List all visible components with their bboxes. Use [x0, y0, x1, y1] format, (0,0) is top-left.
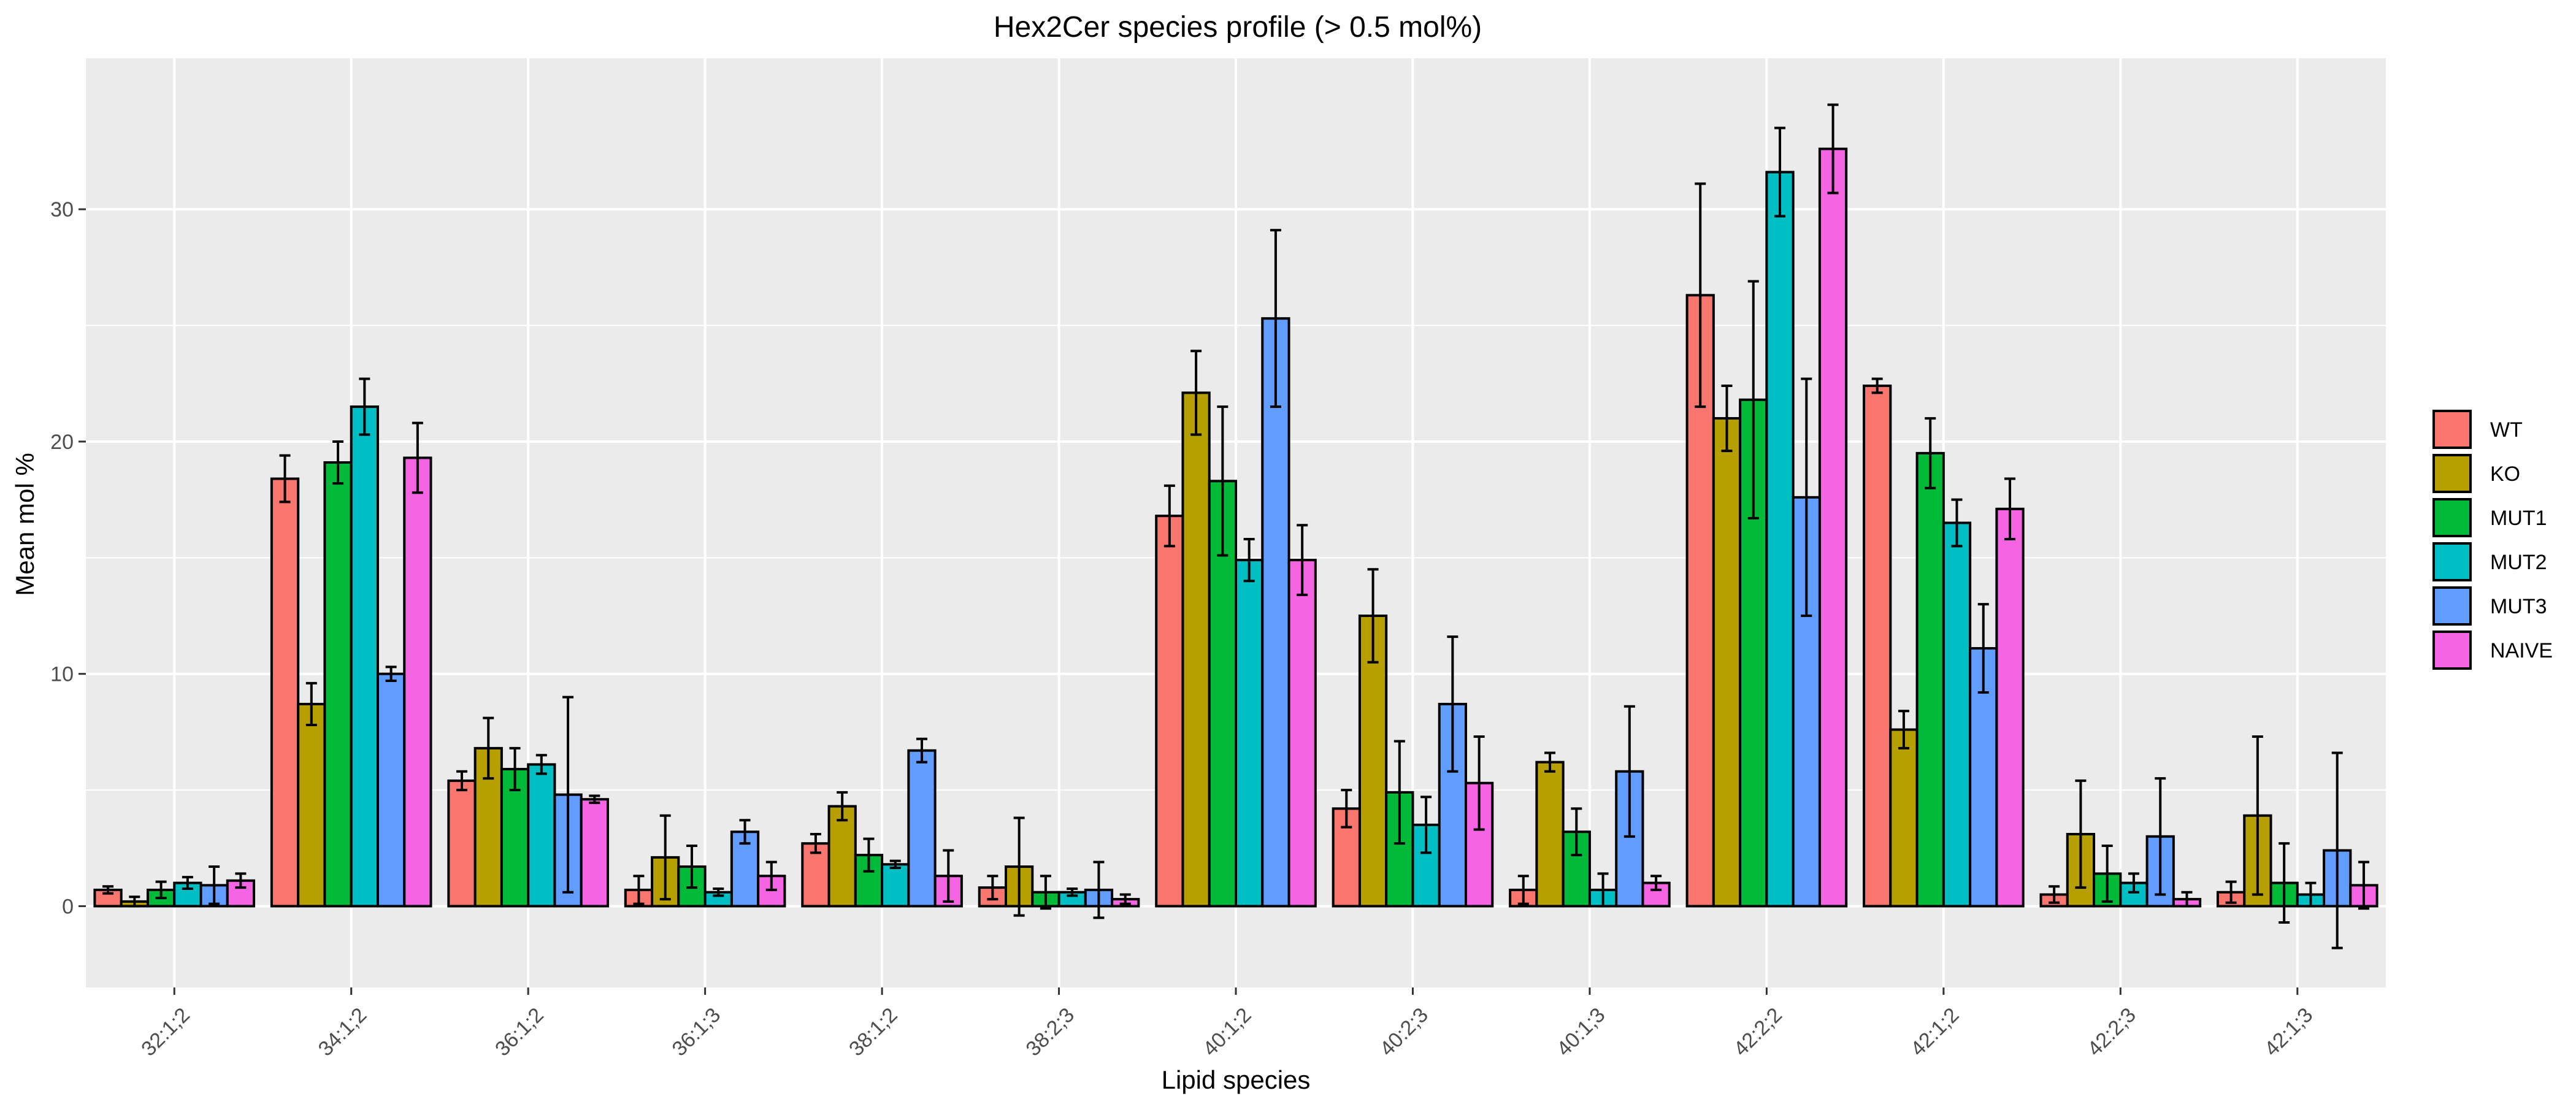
legend-label: MUT1	[2490, 507, 2547, 530]
grid-lines	[86, 58, 2386, 987]
x-tick-label: 42:1;3	[2260, 1003, 2318, 1061]
bar	[1235, 559, 1264, 908]
chart-title: Hex2Cer species profile (> 0.5 mol%)	[994, 11, 1482, 44]
bar	[1535, 761, 1565, 908]
bar	[1942, 521, 1972, 908]
bar	[500, 767, 530, 908]
y-tick-label: 20	[50, 431, 74, 454]
bar	[350, 405, 379, 908]
bar	[447, 779, 477, 908]
bar	[1712, 417, 1742, 908]
bar	[376, 672, 406, 908]
x-tick-label: 38:2;3	[1021, 1003, 1079, 1061]
x-tick-label: 34:1;2	[314, 1003, 372, 1061]
bar	[1287, 559, 1317, 908]
bar	[580, 798, 609, 908]
x-tick-label: 36:1;3	[668, 1003, 726, 1061]
bar	[270, 477, 300, 908]
bar	[1155, 515, 1184, 908]
bar	[1889, 728, 1919, 908]
x-axis-title: Lipid species	[1162, 1065, 1311, 1094]
legend-label: KO	[2490, 462, 2520, 486]
legend-label: MUT3	[2490, 595, 2547, 618]
x-tick-label: 32:1;2	[137, 1003, 194, 1061]
x-tick-label: 40:1;2	[1198, 1003, 1256, 1061]
legend-swatch	[2432, 631, 2472, 670]
x-tick-label: 36:1;2	[491, 1003, 548, 1061]
legend-swatch	[2432, 454, 2472, 493]
x-tick-label: 42:2;3	[2083, 1003, 2141, 1061]
bar	[1915, 451, 1945, 908]
x-tick-label: 42:1;2	[1906, 1003, 1964, 1061]
y-tick-label: 0	[62, 895, 74, 918]
legend-swatch	[2432, 410, 2472, 449]
error-bars	[102, 103, 2369, 949]
x-tick-label: 42:2;2	[1729, 1003, 1787, 1061]
y-tick-label: 10	[50, 663, 74, 686]
bar	[1181, 391, 1211, 908]
bar	[1765, 171, 1795, 908]
bar	[1995, 507, 2025, 908]
legend-label: NAIVE	[2490, 639, 2553, 662]
legend: WT KO MUT1 MUT2 MUT3 NAIVE	[2432, 410, 2553, 670]
y-tick-label: 30	[50, 198, 74, 221]
bar	[403, 456, 432, 908]
bar	[827, 805, 857, 908]
legend-label: MUT2	[2490, 551, 2547, 574]
bar	[1818, 147, 1848, 908]
y-axis-title: Mean mol %	[10, 453, 39, 596]
legend-swatch	[2432, 542, 2472, 581]
bar	[1863, 385, 1892, 908]
legend-swatch	[2432, 586, 2472, 626]
x-tick-label: 40:1;3	[1552, 1003, 1610, 1061]
bar	[881, 863, 910, 908]
bar	[323, 461, 353, 908]
bar	[297, 702, 326, 908]
bar	[1358, 615, 1388, 908]
legend-swatch	[2432, 498, 2472, 537]
bar	[907, 749, 937, 908]
y-axis: 0 10 20 30	[50, 198, 86, 918]
x-tick-label: 38:1;2	[845, 1003, 902, 1061]
x-axis: 32:1;2 34:1;2 36:1;2 36:1;3 38:1;2 38:2;3 40:1…	[137, 987, 2317, 1060]
bar	[527, 763, 556, 908]
x-tick-label: 40:2;3	[1375, 1003, 1433, 1061]
legend-label: WT	[2490, 418, 2523, 442]
